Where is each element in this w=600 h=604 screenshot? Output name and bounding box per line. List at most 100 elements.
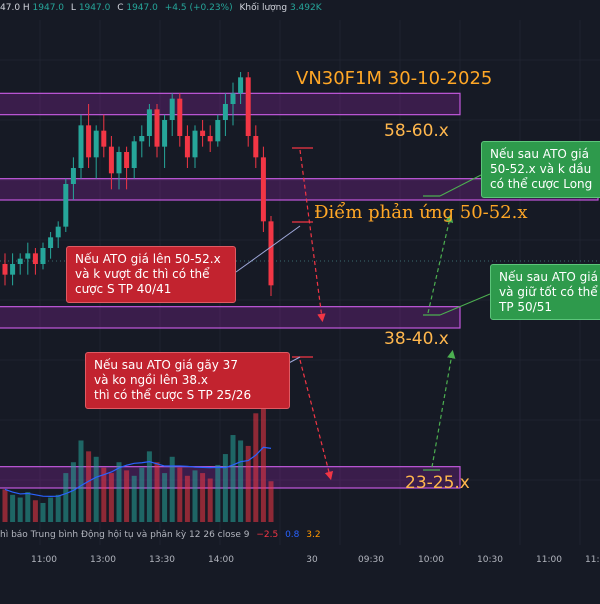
zone-label-23-25: 23-25.x — [405, 473, 470, 493]
candle-body — [10, 264, 16, 275]
callout-long-tp-50-51: Nếu sau ATO giá và giữ tốt có thể TP 50/… — [490, 264, 600, 320]
volume-bar — [253, 413, 259, 522]
volume-bar — [101, 467, 107, 522]
candle-body — [48, 237, 54, 248]
candle-body — [78, 125, 84, 168]
ohlc-open: 47.0 H — [0, 3, 30, 13]
volume-bar — [63, 473, 69, 522]
callout-line: và ko ngồi lên 38.x — [94, 373, 208, 387]
projection-arrow — [299, 359, 334, 481]
candle-body — [207, 136, 213, 142]
zone-label-38-40: 38-40.x — [384, 329, 449, 349]
volume-bar — [139, 467, 145, 522]
volume-bar — [25, 492, 31, 522]
x-tick-label: 10:00 — [418, 555, 444, 565]
zone-band — [0, 92, 461, 116]
ohlc-low-label: L — [70, 3, 76, 13]
macd-value-1: −2.5 — [256, 530, 279, 540]
volume-bar — [78, 440, 84, 522]
ohlc-legend: 47.0 H 1947.0 L 1947.0 C 1947.0 +4.5 (+0… — [0, 3, 322, 13]
candle-body — [2, 264, 8, 275]
volume-bar — [245, 445, 251, 522]
volume-bar — [268, 481, 274, 522]
volume-bar — [131, 475, 137, 522]
callout-line: TP 50/51 — [499, 300, 552, 314]
candle-body — [70, 168, 76, 184]
volume-bar — [17, 497, 23, 522]
candle-body — [154, 109, 160, 147]
candle-body — [230, 93, 236, 104]
candle-body — [215, 120, 221, 142]
candle-body — [93, 130, 99, 158]
callout-pointer — [439, 293, 491, 316]
ohlc-high: 1947.0 — [32, 3, 65, 13]
volume-bar — [108, 473, 114, 522]
volume-bar — [2, 489, 8, 522]
candle-body — [63, 184, 69, 227]
volume-bar — [10, 494, 16, 522]
candle-body — [55, 226, 61, 238]
callout-line: Nếu sau ATO giá gãy 37 — [94, 358, 238, 372]
macd-legend: hì báo Trung bình Động hội tụ và phân kỳ… — [0, 530, 321, 540]
ohlc-low: 1947.0 — [78, 3, 111, 13]
macd-name: hì báo Trung bình Động hội tụ và phân kỳ — [0, 530, 187, 540]
volume-bar — [146, 451, 152, 522]
ohlc-change: +4.5 (+0.23%) — [164, 3, 233, 13]
zone-label-58-60: 58-60.x — [384, 121, 449, 141]
x-tick-label: 11:30 — [585, 555, 600, 565]
callout-pointer — [235, 225, 301, 273]
x-tick-label: 13:00 — [90, 555, 116, 565]
candle-body — [169, 98, 175, 120]
volume-label: Khối lượng — [239, 3, 288, 13]
x-tick-label: 09:30 — [358, 555, 384, 565]
macd-value-2: 0.8 — [285, 530, 300, 540]
candle-body — [40, 248, 46, 264]
candle-body — [116, 152, 122, 174]
volume-bar — [32, 500, 38, 522]
x-tick-label: 13:30 — [149, 555, 175, 565]
zone-band — [0, 306, 461, 329]
volume-bar — [48, 497, 54, 522]
volume-bar — [86, 451, 92, 522]
candle-body — [184, 136, 190, 158]
volume-bar — [207, 478, 213, 522]
candle-body — [146, 109, 152, 136]
ohlc-close: 1947.0 — [126, 3, 158, 13]
volume-bar — [177, 467, 183, 522]
volume-bar — [116, 462, 122, 522]
callout-line: Nếu ATO giá lên 50-52.x — [75, 252, 221, 266]
chart-title: VN30F1M 30-10-2025 — [296, 68, 493, 89]
macd-params: 12 26 close 9 — [189, 530, 250, 540]
volume-bar — [55, 494, 61, 522]
x-tick-label: 11:00 — [31, 555, 57, 565]
x-tick-label: 11:00 — [536, 555, 562, 565]
volume-bar — [124, 470, 130, 522]
ohlc-close-label: C — [117, 3, 124, 13]
volume-bar — [192, 470, 198, 522]
volume-bar — [154, 462, 160, 522]
x-tick-label: 10:30 — [477, 555, 503, 565]
callout-line: Nếu sau ATO giá — [490, 147, 589, 161]
candle-body — [86, 125, 92, 158]
callout-line: Nếu sau ATO giá — [499, 270, 598, 284]
candle-body — [32, 253, 38, 264]
candle-body — [268, 221, 274, 286]
callout-line: có thể cược Long — [490, 177, 593, 191]
candle-body — [162, 120, 168, 147]
candle-body — [124, 152, 130, 168]
candle-body — [253, 136, 259, 158]
callout-line: 50-52.x và k dầu — [490, 162, 592, 176]
volume-bar — [70, 462, 76, 522]
candle-body — [25, 253, 31, 259]
candle-body — [245, 77, 251, 136]
volume-bar — [184, 475, 190, 522]
callout-long-50-52: Nếu sau ATO giá 50-52.x và k dầu có thể … — [481, 141, 600, 198]
volume-bar — [230, 435, 236, 522]
candle-body — [177, 98, 183, 136]
volume-value: 3.492K — [289, 3, 322, 13]
x-tick-label: 30 — [306, 555, 318, 565]
candle-body — [200, 130, 206, 136]
zone-band — [0, 466, 461, 489]
projection-arrow — [299, 149, 326, 323]
